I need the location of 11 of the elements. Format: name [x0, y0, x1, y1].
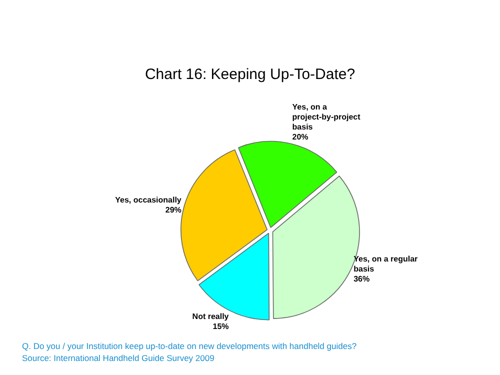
data-label: 29% [165, 206, 182, 215]
slice-label: Yes, on a project-by-project basis [292, 102, 361, 132]
slice-label: Yes, occasionally [115, 196, 182, 205]
data-label: 20% [292, 132, 308, 142]
data-label: 36% [354, 274, 370, 284]
text: Q. Do you / your Institution keep up-to-date on new developments with handheld guides? [22, 340, 357, 352]
data-label: 15% [212, 322, 229, 332]
slice-label: Yes, on a regular basis [354, 254, 418, 274]
slice-label: Not really [192, 312, 230, 322]
chart-title: Chart 16: Keeping Up-To-Date? [144, 66, 356, 83]
source-note: Source: International Handheld Guide Survey 2009 [22, 352, 216, 364]
